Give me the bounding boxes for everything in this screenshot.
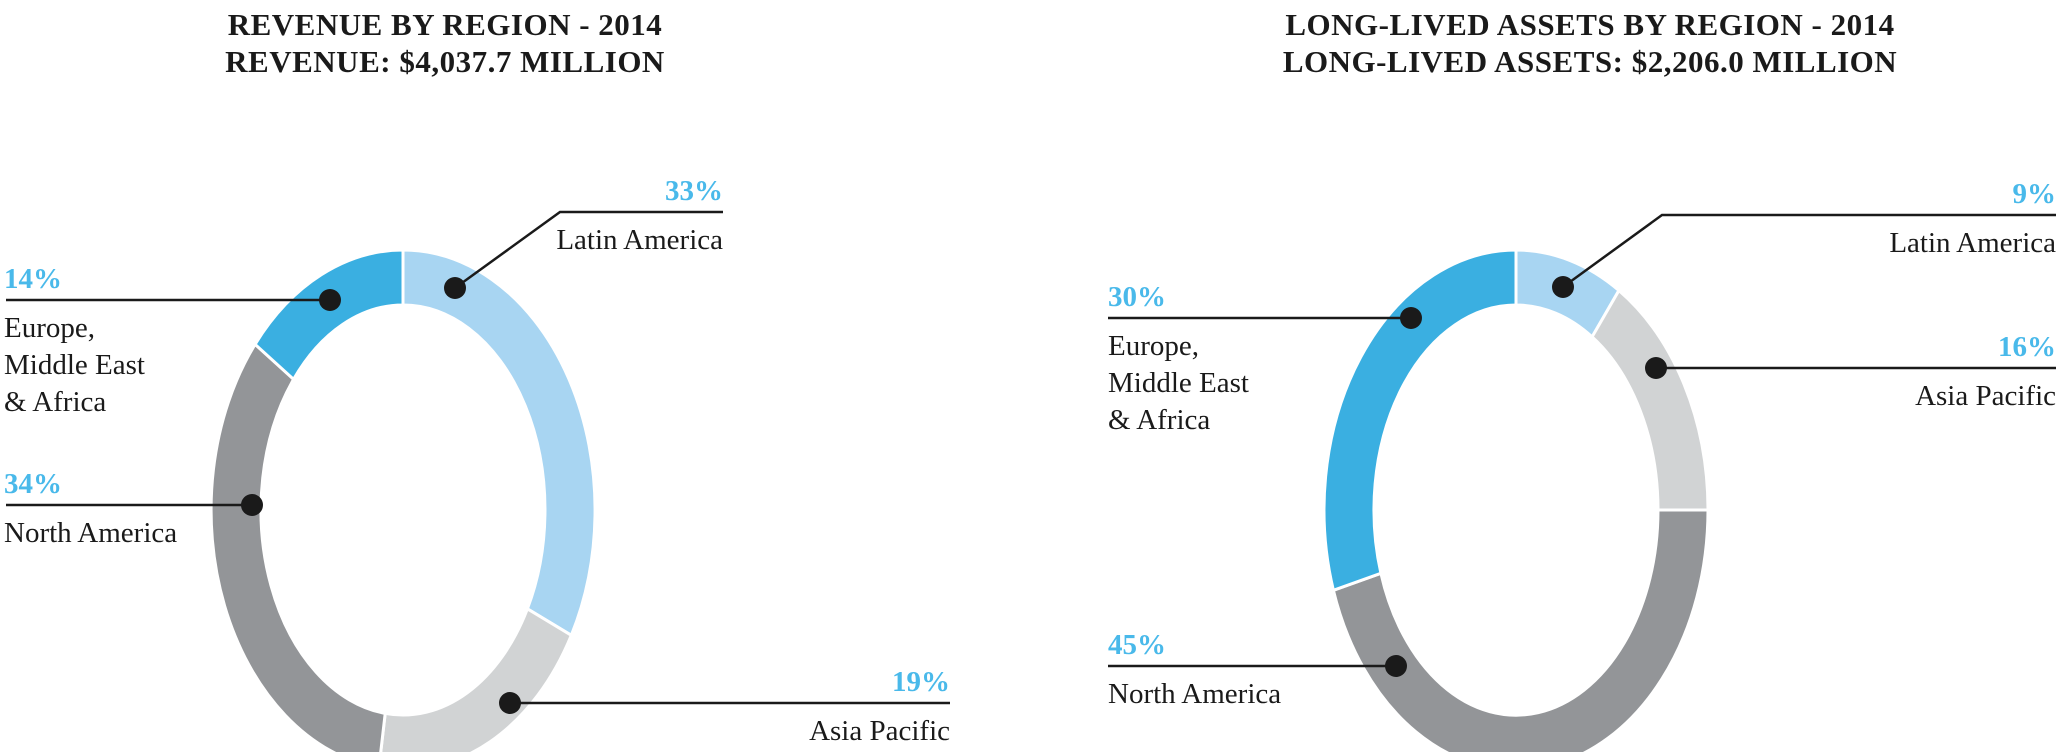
donut-assets-segment-europe-middle-east-africa bbox=[1322, 248, 1518, 593]
revenue-latin-america-percent: 33% bbox=[665, 175, 723, 207]
assets-latin-america-name: Latin America bbox=[1889, 227, 2056, 259]
leader-line-assets-latin-america bbox=[1562, 213, 2056, 289]
leader-dot-revenue-europe-middle-east-africa bbox=[319, 289, 341, 311]
revenue-north-america-percent: 34% bbox=[4, 468, 62, 500]
revenue-latin-america-name: Latin America bbox=[556, 224, 723, 256]
assets-emea-percent: 30% bbox=[1108, 281, 1166, 313]
donut-revenue-segment-asia-pacific bbox=[379, 606, 574, 752]
revenue-asia-pacific-percent: 19% bbox=[892, 666, 950, 698]
revenue-label-emea: 14% Europe, Middle East & Africa bbox=[4, 264, 145, 421]
assets-label-north-america: 45% North America bbox=[1108, 630, 1281, 713]
assets-north-america-name: North America bbox=[1108, 678, 1282, 710]
revenue-label-asia-pacific: 19% Asia Pacific bbox=[809, 667, 950, 750]
revenue-emea-name: Europe, Middle East & Africa bbox=[4, 312, 145, 418]
assets-asia-pacific-name: Asia Pacific bbox=[1915, 380, 2056, 412]
leader-dot-assets-latin-america bbox=[1552, 276, 1574, 298]
revenue-north-america-name: North America bbox=[4, 517, 178, 549]
donut-assets-segment-north-america bbox=[1331, 508, 1710, 752]
donut-assets-segment-asia-pacific bbox=[1590, 288, 1710, 512]
assets-asia-pacific-percent: 16% bbox=[1998, 331, 2056, 363]
revenue-title-line2: REVENUE: $4,037.7 MILLION bbox=[225, 44, 665, 79]
donut-revenue-segment-europe-middle-east-africa bbox=[253, 248, 405, 382]
assets-title-line1: LONG-LIVED ASSETS BY REGION - 2014 bbox=[1285, 7, 1895, 42]
revenue-asia-pacific-name: Asia Pacific bbox=[809, 715, 950, 747]
leader-line-revenue-latin-america bbox=[454, 210, 723, 290]
assets-emea-name: Europe, Middle East & Africa bbox=[1108, 330, 1249, 436]
leader-dot-assets-asia-pacific bbox=[1645, 357, 1667, 379]
revenue-emea-percent: 14% bbox=[4, 263, 62, 295]
assets-latin-america-percent: 9% bbox=[2012, 178, 2057, 210]
assets-label-asia-pacific: 16% Asia Pacific bbox=[1915, 332, 2056, 415]
leader-dot-revenue-latin-america bbox=[444, 277, 466, 299]
leader-dot-revenue-north-america bbox=[241, 494, 263, 516]
donut-revenue-segment-north-america bbox=[209, 341, 387, 752]
revenue-label-latin-america: 33% Latin America bbox=[556, 176, 723, 259]
revenue-chart-title: REVENUE BY REGION - 2014 REVENUE: $4,037… bbox=[45, 6, 845, 80]
assets-north-america-percent: 45% bbox=[1108, 629, 1166, 661]
leader-dot-assets-europe-middle-east-africa bbox=[1400, 307, 1422, 329]
leader-dot-assets-north-america bbox=[1385, 655, 1407, 677]
revenue-title-line1: REVENUE BY REGION - 2014 bbox=[227, 7, 663, 42]
assets-label-latin-america: 9% Latin America bbox=[1889, 179, 2056, 262]
donut-revenue-segment-latin-america bbox=[401, 248, 597, 638]
assets-title-line2: LONG-LIVED ASSETS: $2,206.0 MILLION bbox=[1282, 44, 1898, 79]
assets-label-emea: 30% Europe, Middle East & Africa bbox=[1108, 282, 1249, 439]
leader-dot-revenue-asia-pacific bbox=[499, 692, 521, 714]
revenue-label-north-america: 34% North America bbox=[4, 469, 177, 552]
assets-chart-title: LONG-LIVED ASSETS BY REGION - 2014 LONG-… bbox=[1190, 6, 1990, 80]
